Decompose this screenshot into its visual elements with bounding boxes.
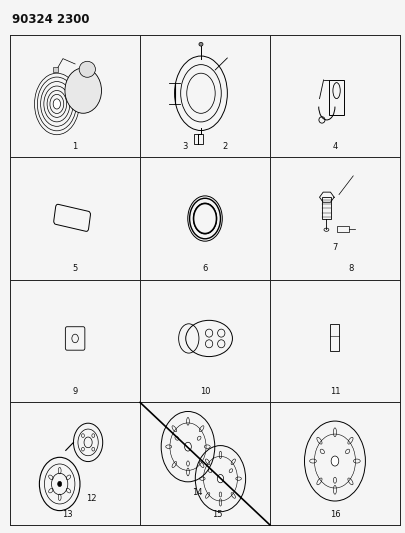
Text: 90324 2300: 90324 2300 bbox=[12, 13, 90, 26]
Ellipse shape bbox=[330, 456, 338, 466]
Text: 1: 1 bbox=[72, 142, 77, 151]
Ellipse shape bbox=[65, 68, 101, 113]
Bar bbox=[336, 226, 348, 232]
Text: 10: 10 bbox=[199, 387, 210, 396]
Ellipse shape bbox=[58, 481, 62, 487]
Bar bbox=[53, 67, 58, 72]
Text: 5: 5 bbox=[72, 264, 77, 273]
Ellipse shape bbox=[53, 99, 60, 109]
Ellipse shape bbox=[198, 43, 202, 46]
Text: 2: 2 bbox=[222, 142, 227, 151]
Text: 12: 12 bbox=[86, 494, 96, 503]
Text: 13: 13 bbox=[62, 510, 72, 519]
Text: 6: 6 bbox=[202, 264, 207, 273]
Text: 8: 8 bbox=[347, 264, 353, 273]
Text: 15: 15 bbox=[211, 510, 222, 519]
Ellipse shape bbox=[217, 474, 223, 483]
Ellipse shape bbox=[184, 442, 191, 451]
Text: 11: 11 bbox=[329, 387, 339, 396]
Text: 14: 14 bbox=[191, 488, 202, 497]
Text: 3: 3 bbox=[181, 142, 187, 151]
Bar bbox=[330, 324, 339, 351]
Ellipse shape bbox=[79, 61, 95, 77]
Text: 7: 7 bbox=[331, 243, 337, 252]
Bar bbox=[193, 134, 202, 144]
Text: 16: 16 bbox=[329, 510, 339, 519]
Text: 4: 4 bbox=[332, 142, 337, 151]
Text: 9: 9 bbox=[72, 387, 77, 396]
Bar bbox=[328, 80, 343, 115]
Bar bbox=[321, 197, 330, 219]
